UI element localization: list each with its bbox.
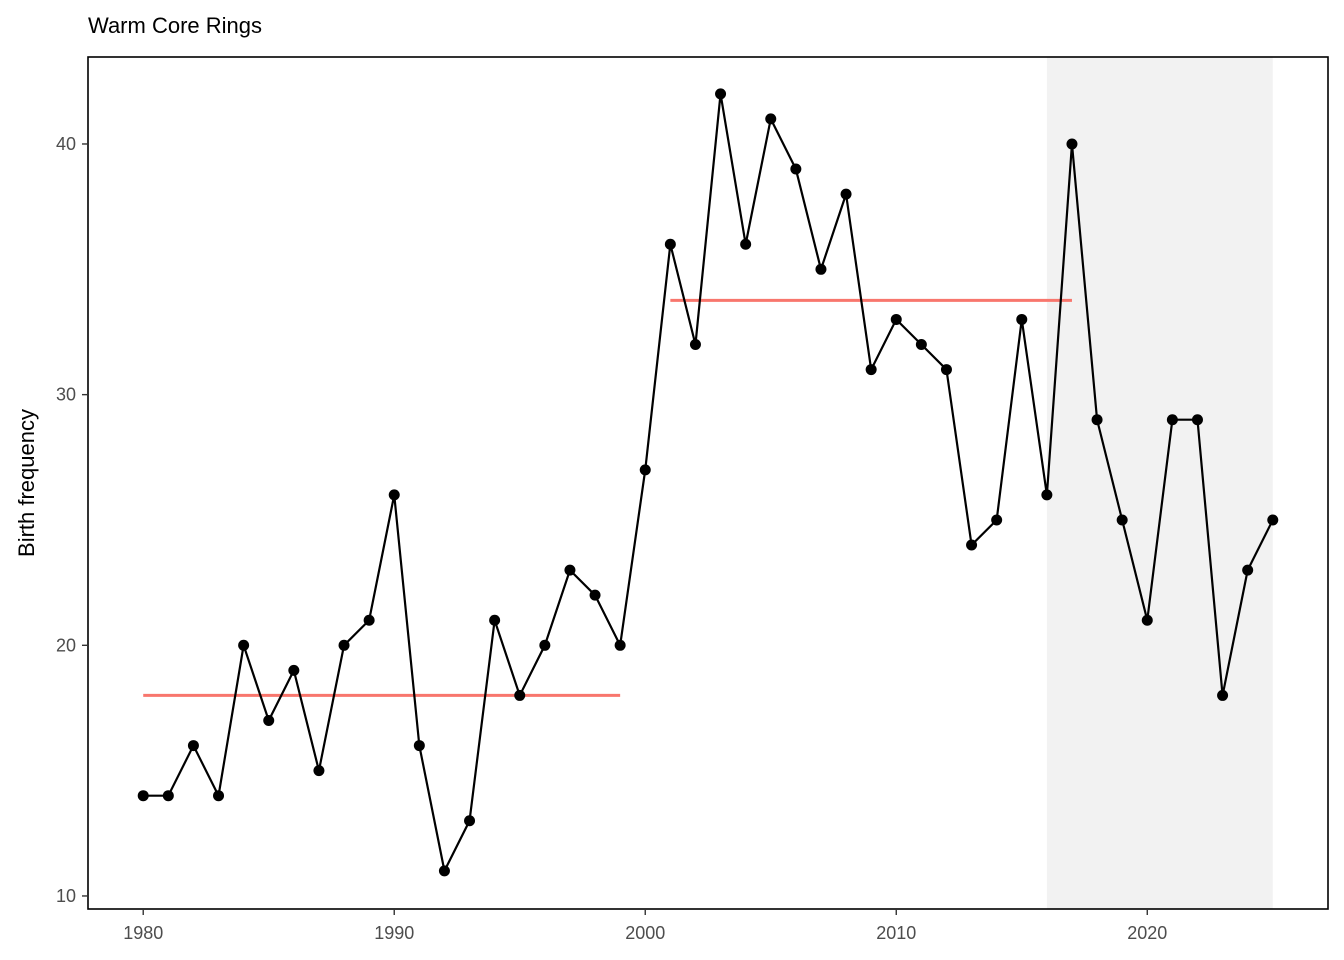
data-point-2022: [1191, 414, 1203, 426]
y-tick-label: 10: [56, 886, 76, 906]
data-point-2005: [765, 113, 777, 125]
series-line: [143, 93, 1274, 875]
data-point-1994: [489, 614, 501, 626]
y-tick-label: 20: [56, 635, 76, 655]
chart-title: Warm Core Rings: [88, 13, 262, 38]
data-point-1989: [363, 614, 375, 626]
data-point-2007: [815, 263, 827, 275]
data-point-1980: [137, 790, 149, 802]
data-point-2013: [966, 539, 978, 551]
data-point-1997: [564, 564, 576, 576]
data-point-2000: [639, 464, 651, 476]
data-point-2008: [840, 188, 852, 200]
y-axis-label: Birth frequency: [14, 409, 39, 557]
x-tick-label: 2000: [625, 923, 665, 943]
data-point-2014: [991, 514, 1003, 526]
y-tick-label: 40: [56, 134, 76, 154]
shaded-region: [1046, 57, 1273, 909]
data-point-1999: [614, 639, 626, 651]
data-point-2020: [1141, 614, 1153, 626]
data-point-1984: [238, 639, 250, 651]
data-point-2003: [715, 88, 727, 100]
data-point-2010: [890, 313, 902, 325]
data-point-1990: [388, 489, 400, 501]
x-tick-label: 2020: [1127, 923, 1167, 943]
data-point-1998: [589, 589, 601, 601]
data-point-1993: [464, 815, 476, 827]
data-point-1981: [162, 790, 174, 802]
data-point-1985: [263, 715, 275, 727]
data-point-2002: [689, 339, 701, 351]
data-point-1983: [213, 790, 225, 802]
data-point-2023: [1217, 689, 1229, 701]
data-point-1991: [413, 740, 425, 752]
data-point-2019: [1116, 514, 1128, 526]
data-point-2025: [1267, 514, 1279, 526]
data-point-1996: [539, 639, 551, 651]
panel-border: [87, 56, 1329, 910]
data-point-1988: [338, 639, 350, 651]
data-point-2006: [790, 163, 802, 175]
data-point-2015: [1016, 313, 1028, 325]
data-point-2001: [664, 238, 676, 250]
data-point-2017: [1066, 138, 1078, 150]
plot-area: 1980 1990 2000 2010 2020 10 20 30 40: [56, 56, 1329, 943]
data-point-2021: [1166, 414, 1178, 426]
x-tick-label: 1980: [123, 923, 163, 943]
data-point-2004: [740, 238, 752, 250]
data-point-1982: [187, 740, 199, 752]
data-point-2018: [1091, 414, 1103, 426]
data-point-2011: [915, 339, 927, 351]
data-point-2016: [1041, 489, 1053, 501]
data-point-1992: [438, 865, 450, 877]
data-point-2009: [865, 364, 877, 376]
y-tick-label: 30: [56, 385, 76, 405]
data-point-2024: [1242, 564, 1254, 576]
x-tick-label: 1990: [374, 923, 414, 943]
data-point-2012: [940, 364, 952, 376]
x-tick-label: 2010: [876, 923, 916, 943]
data-point-1987: [313, 765, 325, 777]
data-point-1986: [288, 664, 300, 676]
data-point-1995: [514, 689, 526, 701]
